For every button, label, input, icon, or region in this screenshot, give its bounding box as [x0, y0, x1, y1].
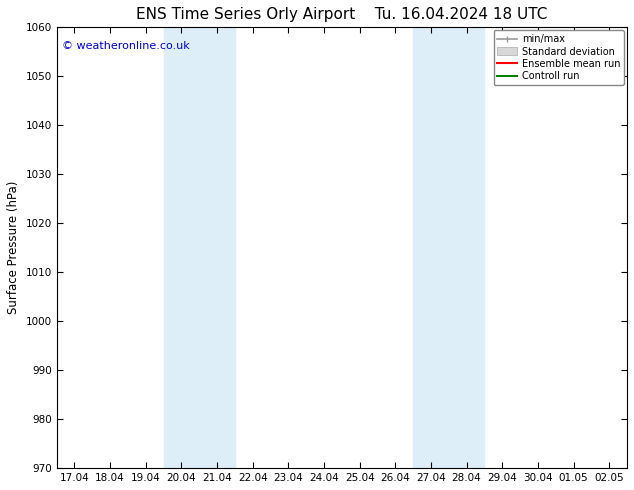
- Legend: min/max, Standard deviation, Ensemble mean run, Controll run: min/max, Standard deviation, Ensemble me…: [493, 30, 624, 85]
- Bar: [413, 27, 484, 468]
- Title: ENS Time Series Orly Airport    Tu. 16.04.2024 18 UTC: ENS Time Series Orly Airport Tu. 16.04.2…: [136, 7, 548, 22]
- Y-axis label: Surface Pressure (hPa): Surface Pressure (hPa): [7, 181, 20, 315]
- Text: © weatheronline.co.uk: © weatheronline.co.uk: [62, 41, 190, 50]
- Bar: [164, 27, 235, 468]
